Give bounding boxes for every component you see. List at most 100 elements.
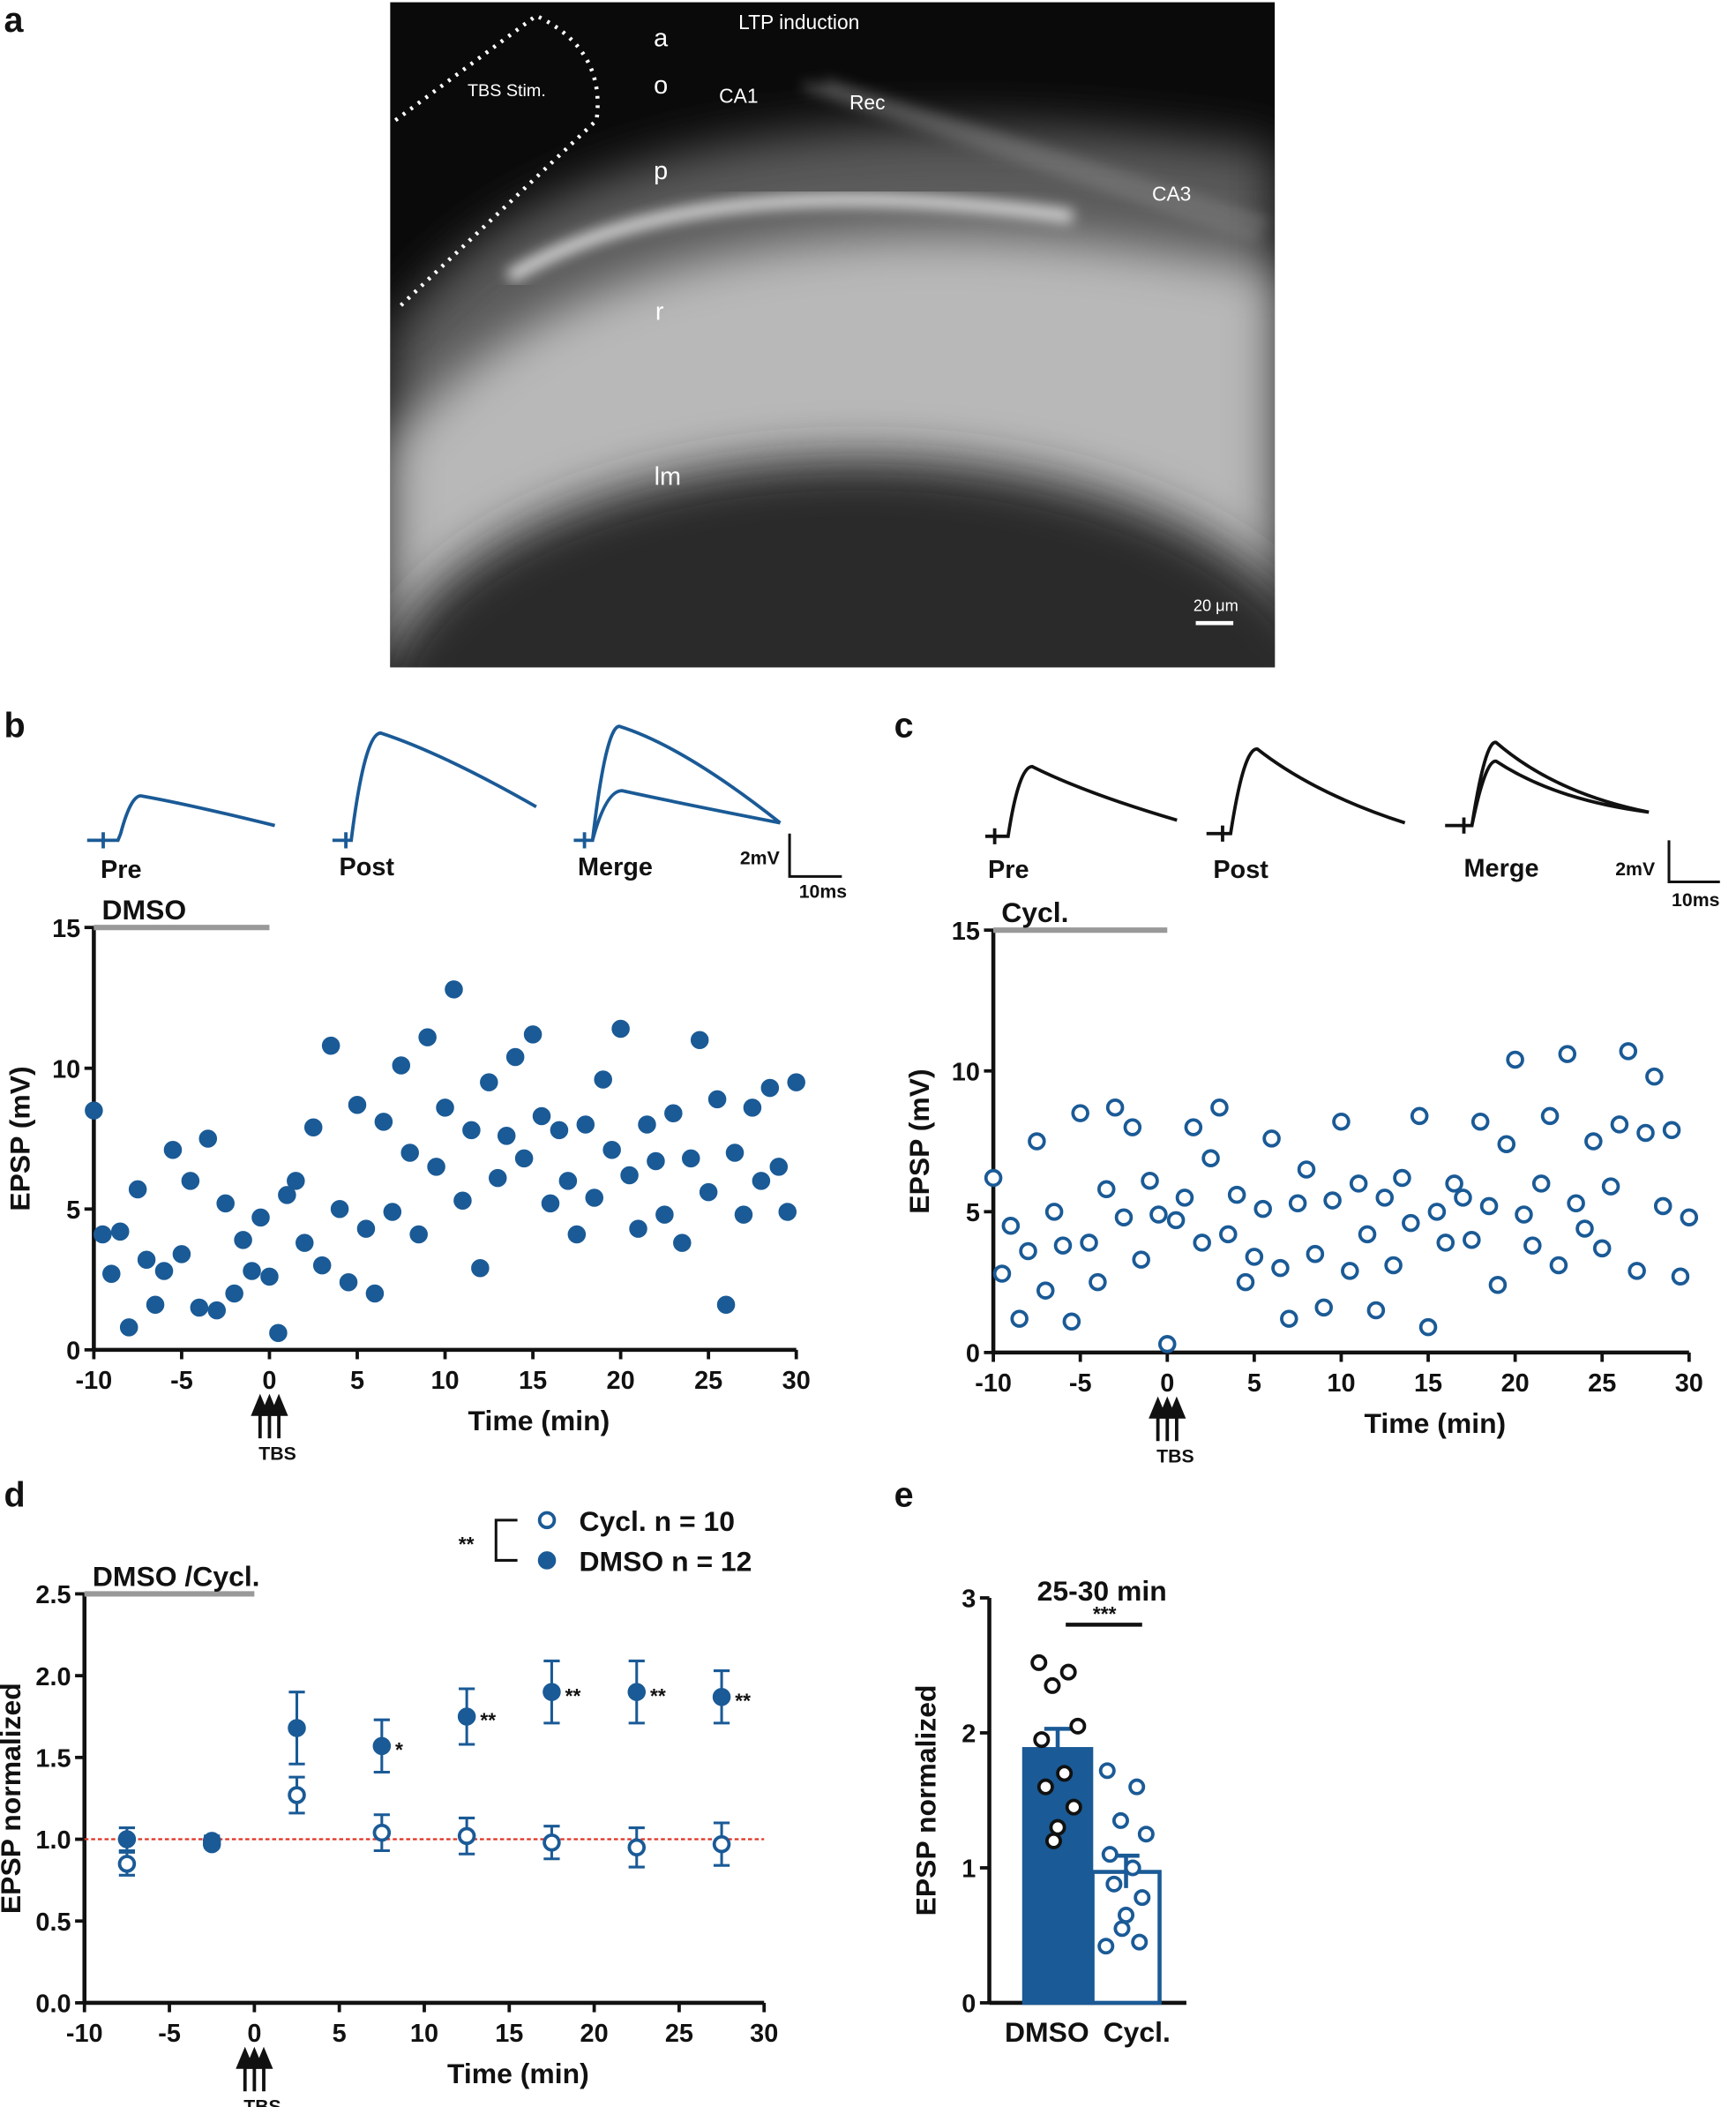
- point: [1030, 1653, 1048, 1671]
- point: [216, 1194, 235, 1213]
- y-tick-label: 2.0: [35, 1663, 71, 1691]
- point: [117, 1830, 137, 1848]
- point: [1097, 1180, 1116, 1199]
- point: [374, 1113, 393, 1131]
- point: [418, 1028, 437, 1046]
- x-tick-label: -5: [170, 1367, 193, 1395]
- point: [690, 1031, 709, 1050]
- y-tick-label: 0: [962, 1991, 976, 2019]
- point: [1454, 1188, 1472, 1207]
- point: [1323, 1191, 1342, 1210]
- significance-label: *: [395, 1738, 403, 1761]
- point: [1288, 1194, 1307, 1213]
- point: [1479, 1196, 1499, 1216]
- point: [269, 1323, 288, 1342]
- point: [1418, 1317, 1438, 1337]
- trace-merge: [1445, 740, 1650, 828]
- point: [655, 1205, 674, 1224]
- point: [1132, 1250, 1150, 1269]
- point: [567, 1225, 587, 1244]
- trace-scale: [788, 833, 842, 878]
- point: [372, 1823, 392, 1842]
- y-tick-label: 1: [962, 1856, 976, 1884]
- point: [1349, 1174, 1368, 1193]
- point: [1062, 1312, 1081, 1331]
- scale-label: 2mV: [740, 848, 781, 869]
- stim-arrow: [254, 2046, 273, 2092]
- point: [1059, 1663, 1077, 1681]
- legend-marker: [537, 1551, 557, 1570]
- point: [1219, 1225, 1238, 1244]
- scale-label: 2mV: [1615, 859, 1656, 880]
- error-bar: [1044, 1727, 1072, 1770]
- point: [1065, 1798, 1082, 1816]
- point: [1158, 1335, 1177, 1353]
- point: [383, 1203, 402, 1221]
- point: [1549, 1256, 1568, 1275]
- point: [1044, 1203, 1064, 1221]
- point: [1166, 1211, 1186, 1230]
- point: [1124, 1859, 1141, 1877]
- trace-label: Post: [1213, 856, 1268, 884]
- point: [172, 1245, 191, 1263]
- panel-label: c: [894, 706, 914, 745]
- scale-label: 10ms: [799, 881, 847, 903]
- point: [1280, 1309, 1298, 1328]
- point: [1044, 1832, 1062, 1849]
- traces-b: [86, 724, 782, 849]
- point: [523, 1025, 542, 1044]
- micrograph: [390, 2, 1276, 668]
- point: [1137, 1826, 1155, 1843]
- y-tick-label: 3: [962, 1586, 976, 1614]
- y-tick-label: 15: [952, 918, 980, 946]
- point: [190, 1298, 209, 1317]
- point: [550, 1121, 569, 1140]
- x-axis-label: Time (min): [447, 2058, 589, 2089]
- point: [992, 1264, 1012, 1283]
- point: [457, 1707, 476, 1726]
- point: [1262, 1129, 1281, 1148]
- image-label: Rec: [849, 91, 886, 114]
- point: [154, 1262, 174, 1280]
- point: [752, 1172, 771, 1190]
- point: [181, 1172, 200, 1190]
- image-label: CA3: [1152, 182, 1191, 205]
- point: [585, 1188, 604, 1207]
- point: [1410, 1106, 1429, 1126]
- point: [480, 1073, 498, 1091]
- point: [1531, 1174, 1551, 1193]
- point: [627, 1683, 647, 1701]
- trace-post: [1206, 747, 1406, 836]
- point: [321, 1036, 340, 1055]
- x-tick-label: 0: [247, 2020, 261, 2048]
- point: [94, 1225, 112, 1244]
- point: [1036, 1281, 1055, 1300]
- trace-label: Pre: [988, 856, 1029, 884]
- point: [716, 1295, 736, 1315]
- x-tick-label: -10: [66, 2020, 103, 2048]
- significance-label: **: [565, 1684, 581, 1707]
- point: [1592, 1239, 1612, 1258]
- point: [312, 1256, 332, 1275]
- point: [1019, 1241, 1037, 1261]
- scale-bar-label: 20 μm: [1194, 596, 1238, 615]
- point: [514, 1149, 534, 1168]
- stim-label: TBS: [258, 1443, 296, 1464]
- point: [372, 1736, 392, 1756]
- point: [356, 1219, 376, 1238]
- x-tick-label: 20: [580, 2020, 609, 2048]
- point: [85, 1101, 103, 1120]
- x-tick-label: -10: [975, 1369, 1012, 1398]
- point: [1141, 1171, 1159, 1190]
- point: [1515, 1205, 1533, 1224]
- point: [243, 1262, 261, 1280]
- significance-label: **: [735, 1689, 751, 1712]
- point: [1375, 1188, 1395, 1207]
- point: [627, 1838, 647, 1857]
- image-label: a: [654, 25, 669, 53]
- point: [576, 1115, 595, 1134]
- point: [712, 1687, 731, 1706]
- point: [1111, 1811, 1129, 1829]
- point: [128, 1180, 147, 1199]
- point: [1488, 1276, 1508, 1294]
